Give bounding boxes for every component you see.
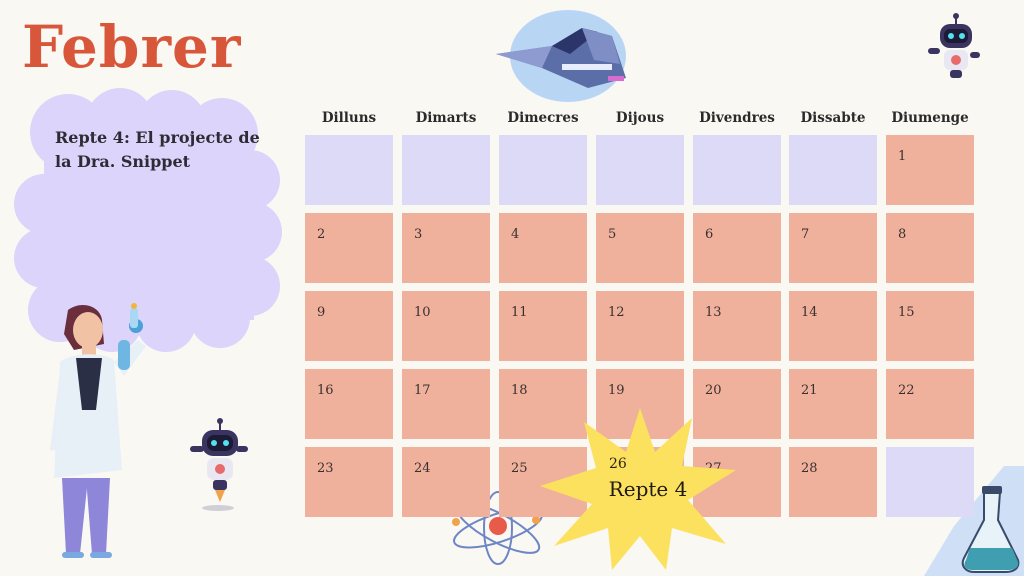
day-number: 10	[414, 305, 431, 320]
day-cell: 8	[886, 213, 974, 283]
robot-illustration	[190, 418, 248, 511]
day-number: 14	[801, 305, 818, 320]
day-number: 11	[511, 305, 528, 320]
cloud-shape	[14, 88, 282, 352]
day-cell: 21	[789, 369, 877, 439]
day-cell: 17	[402, 369, 490, 439]
day-cell: 3	[402, 213, 490, 283]
empty-day-cell	[886, 447, 974, 517]
weekday-label: Dimecres	[507, 110, 579, 126]
day-number: 22	[898, 383, 915, 398]
day-number: 23	[317, 461, 334, 476]
day-number: 16	[317, 383, 334, 398]
day-number: 17	[414, 383, 431, 398]
robot-illustration	[928, 13, 980, 78]
day-cell: 6	[693, 213, 781, 283]
day-cell: 5	[596, 213, 684, 283]
day-cell: 20	[693, 369, 781, 439]
day-cell: 28	[789, 447, 877, 517]
day-number: 21	[801, 383, 818, 398]
day-cell: 24	[402, 447, 490, 517]
empty-day-cell	[499, 135, 587, 205]
scientist-illustration	[50, 303, 146, 558]
day-number: 4	[511, 227, 520, 242]
day-cell: 23	[305, 447, 393, 517]
day-cell: 2	[305, 213, 393, 283]
day-cell: 22	[886, 369, 974, 439]
weekday-label: Dijous	[615, 110, 665, 126]
day-number: 12	[608, 305, 625, 320]
day-cell: 11	[499, 291, 587, 361]
weekday-label: Diumenge	[891, 110, 969, 126]
day-number: 1	[898, 149, 907, 164]
day-number: 20	[705, 383, 722, 398]
day-number: 19	[608, 383, 625, 398]
day-cell: 12	[596, 291, 684, 361]
day-cell: 4	[499, 213, 587, 283]
day-cell: 10	[402, 291, 490, 361]
day-cell: 7	[789, 213, 877, 283]
weekday-label: Dissabte	[800, 110, 866, 126]
day-number: 24	[414, 461, 431, 476]
day-number: 13	[705, 305, 722, 320]
day-cell: 13	[693, 291, 781, 361]
empty-day-cell	[305, 135, 393, 205]
day-cell: 15	[886, 291, 974, 361]
challenge-title: Repte 4: El projecte de la Dra. Snippet	[55, 128, 260, 171]
day-cell: 16	[305, 369, 393, 439]
spaceship-illustration	[496, 10, 626, 102]
day-number: 8	[898, 227, 907, 242]
weekday-label: Dilluns	[321, 110, 377, 126]
empty-day-cell	[789, 135, 877, 205]
day-number: 5	[608, 227, 617, 242]
day-number: 9	[317, 305, 326, 320]
highlight-label: Repte 4	[608, 477, 688, 501]
month-title: Febrer	[22, 13, 242, 81]
day-cell: 9	[305, 291, 393, 361]
weekday-label: Divendres	[699, 110, 775, 126]
weekday-label: Dimarts	[415, 110, 477, 126]
flask-illustration	[924, 466, 1024, 576]
day-number: 7	[801, 227, 810, 242]
day-cell: 1	[886, 135, 974, 205]
day-number: 28	[801, 461, 818, 476]
empty-day-cell	[596, 135, 684, 205]
day-number: 25	[511, 461, 528, 476]
star-burst	[540, 408, 736, 570]
highlight-day-number: 26	[609, 456, 627, 472]
day-cell: 18	[499, 369, 587, 439]
day-number: 3	[414, 227, 423, 242]
day-cell: 14	[789, 291, 877, 361]
day-number: 2	[317, 227, 326, 242]
day-number: 6	[705, 227, 714, 242]
empty-day-cell	[402, 135, 490, 205]
day-number: 15	[898, 305, 915, 320]
empty-day-cell	[693, 135, 781, 205]
day-number: 18	[511, 383, 528, 398]
